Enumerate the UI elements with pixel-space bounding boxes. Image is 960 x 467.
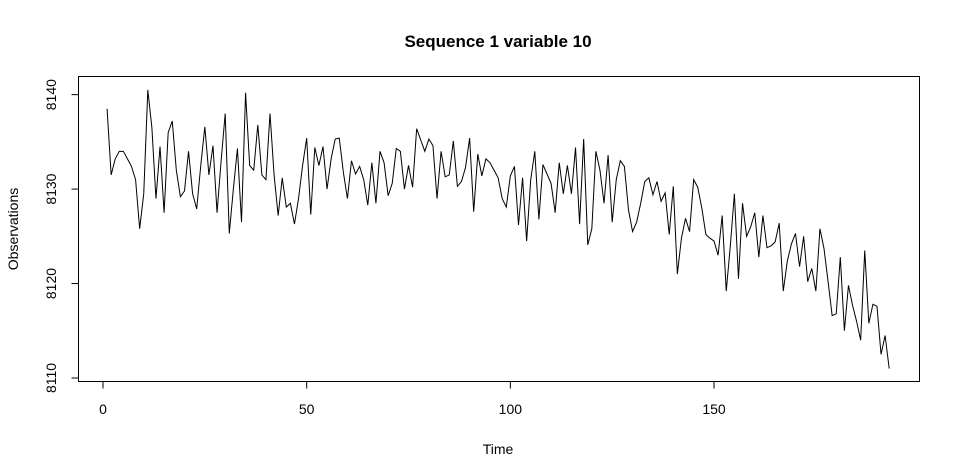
y-tick-label: 8130	[43, 173, 59, 204]
x-axis: 0 50 100 150	[99, 381, 726, 417]
y-axis: 8110 8120 8130 8140	[43, 79, 79, 393]
plot-frame	[78, 76, 920, 382]
series-group	[106, 89, 890, 369]
x-tick-label: 50	[299, 401, 315, 417]
series-line	[106, 89, 890, 369]
chart-title: Sequence 1 variable 10	[404, 32, 591, 51]
y-axis-label: Observations	[5, 188, 21, 270]
x-tick-label: 150	[702, 401, 726, 417]
x-tick-label: 0	[99, 401, 107, 417]
y-tick-label: 8120	[43, 268, 59, 299]
x-tick-label: 100	[499, 401, 523, 417]
y-tick-label: 8110	[43, 363, 59, 393]
y-tick-label: 8140	[43, 79, 59, 110]
x-axis-label: Time	[483, 441, 514, 457]
